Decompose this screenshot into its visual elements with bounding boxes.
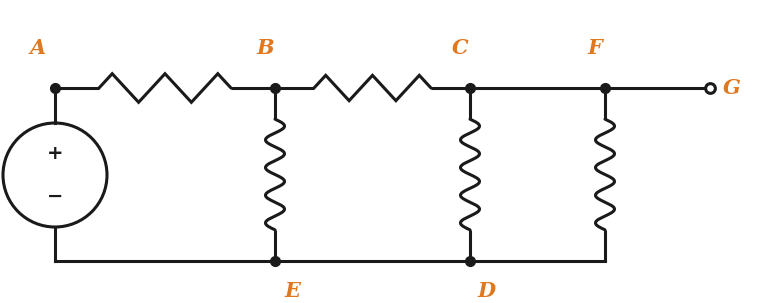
Text: A: A	[30, 38, 46, 58]
Text: G: G	[723, 78, 741, 98]
Text: D: D	[478, 281, 496, 301]
Text: +: +	[47, 144, 63, 163]
Text: −: −	[47, 187, 63, 206]
Text: B: B	[256, 38, 274, 58]
Text: C: C	[452, 38, 468, 58]
Text: F: F	[588, 38, 603, 58]
Text: E: E	[284, 281, 300, 301]
